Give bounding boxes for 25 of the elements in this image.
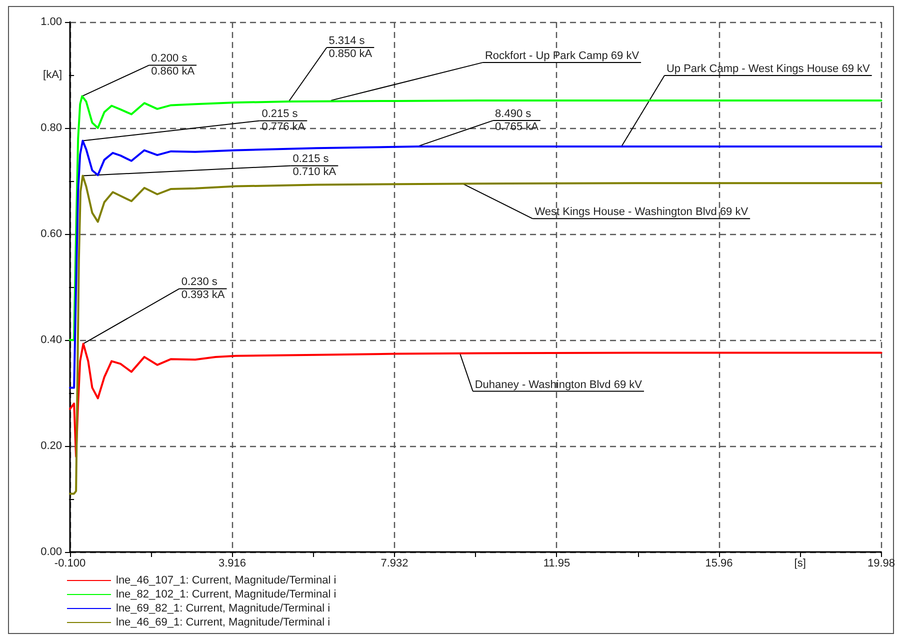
y-axis-title: [kA] xyxy=(43,69,62,81)
legend-label: lne_82_102_1: Current, Magnitude/Terminal i xyxy=(116,588,336,600)
x-tick-label: 7.932 xyxy=(380,558,408,570)
y-tick-label: 0.60 xyxy=(40,228,62,240)
annotation: Up Park Camp - West Kings House 69 kV xyxy=(666,63,871,76)
annotation: 0.200 s 0.860 kA xyxy=(151,52,196,78)
x-tick-label: 15.96 xyxy=(705,558,733,570)
y-tick-label: 0.00 xyxy=(40,546,62,558)
annotation: 0.230 s 0.393 kA xyxy=(181,276,226,302)
legend-label: lne_69_82_1: Current, Magnitude/Terminal i xyxy=(116,602,330,614)
annotation: West Kings House - Washington Blvd 69 kV xyxy=(534,206,749,218)
x-axis-title: [s] xyxy=(794,558,806,570)
y-tick-label: 1.00 xyxy=(40,16,62,28)
y-tick-label: 0.20 xyxy=(40,440,62,452)
y-tick-label: 0.80 xyxy=(40,122,62,134)
annotation: 8.490 s 0.765 kA xyxy=(495,108,540,134)
x-tick-label: 11.95 xyxy=(543,558,570,570)
annotation: Rockfort - Up Park Camp 69 kV xyxy=(484,50,640,62)
annotation: 0.215 s 0.710 kA xyxy=(292,153,337,178)
legend-label: lne_46_69_1: Current, Magnitude/Terminal i xyxy=(116,616,330,628)
y-tick-label: 0.40 xyxy=(40,334,62,346)
annotation: 5.314 s 0.850 kA xyxy=(328,35,373,60)
x-tick-label: 3.916 xyxy=(218,558,246,570)
legend-label: lne_46_107_1: Current, Magnitude/Terminal i xyxy=(116,574,336,586)
x-tick-label: -0.100 xyxy=(54,558,86,570)
